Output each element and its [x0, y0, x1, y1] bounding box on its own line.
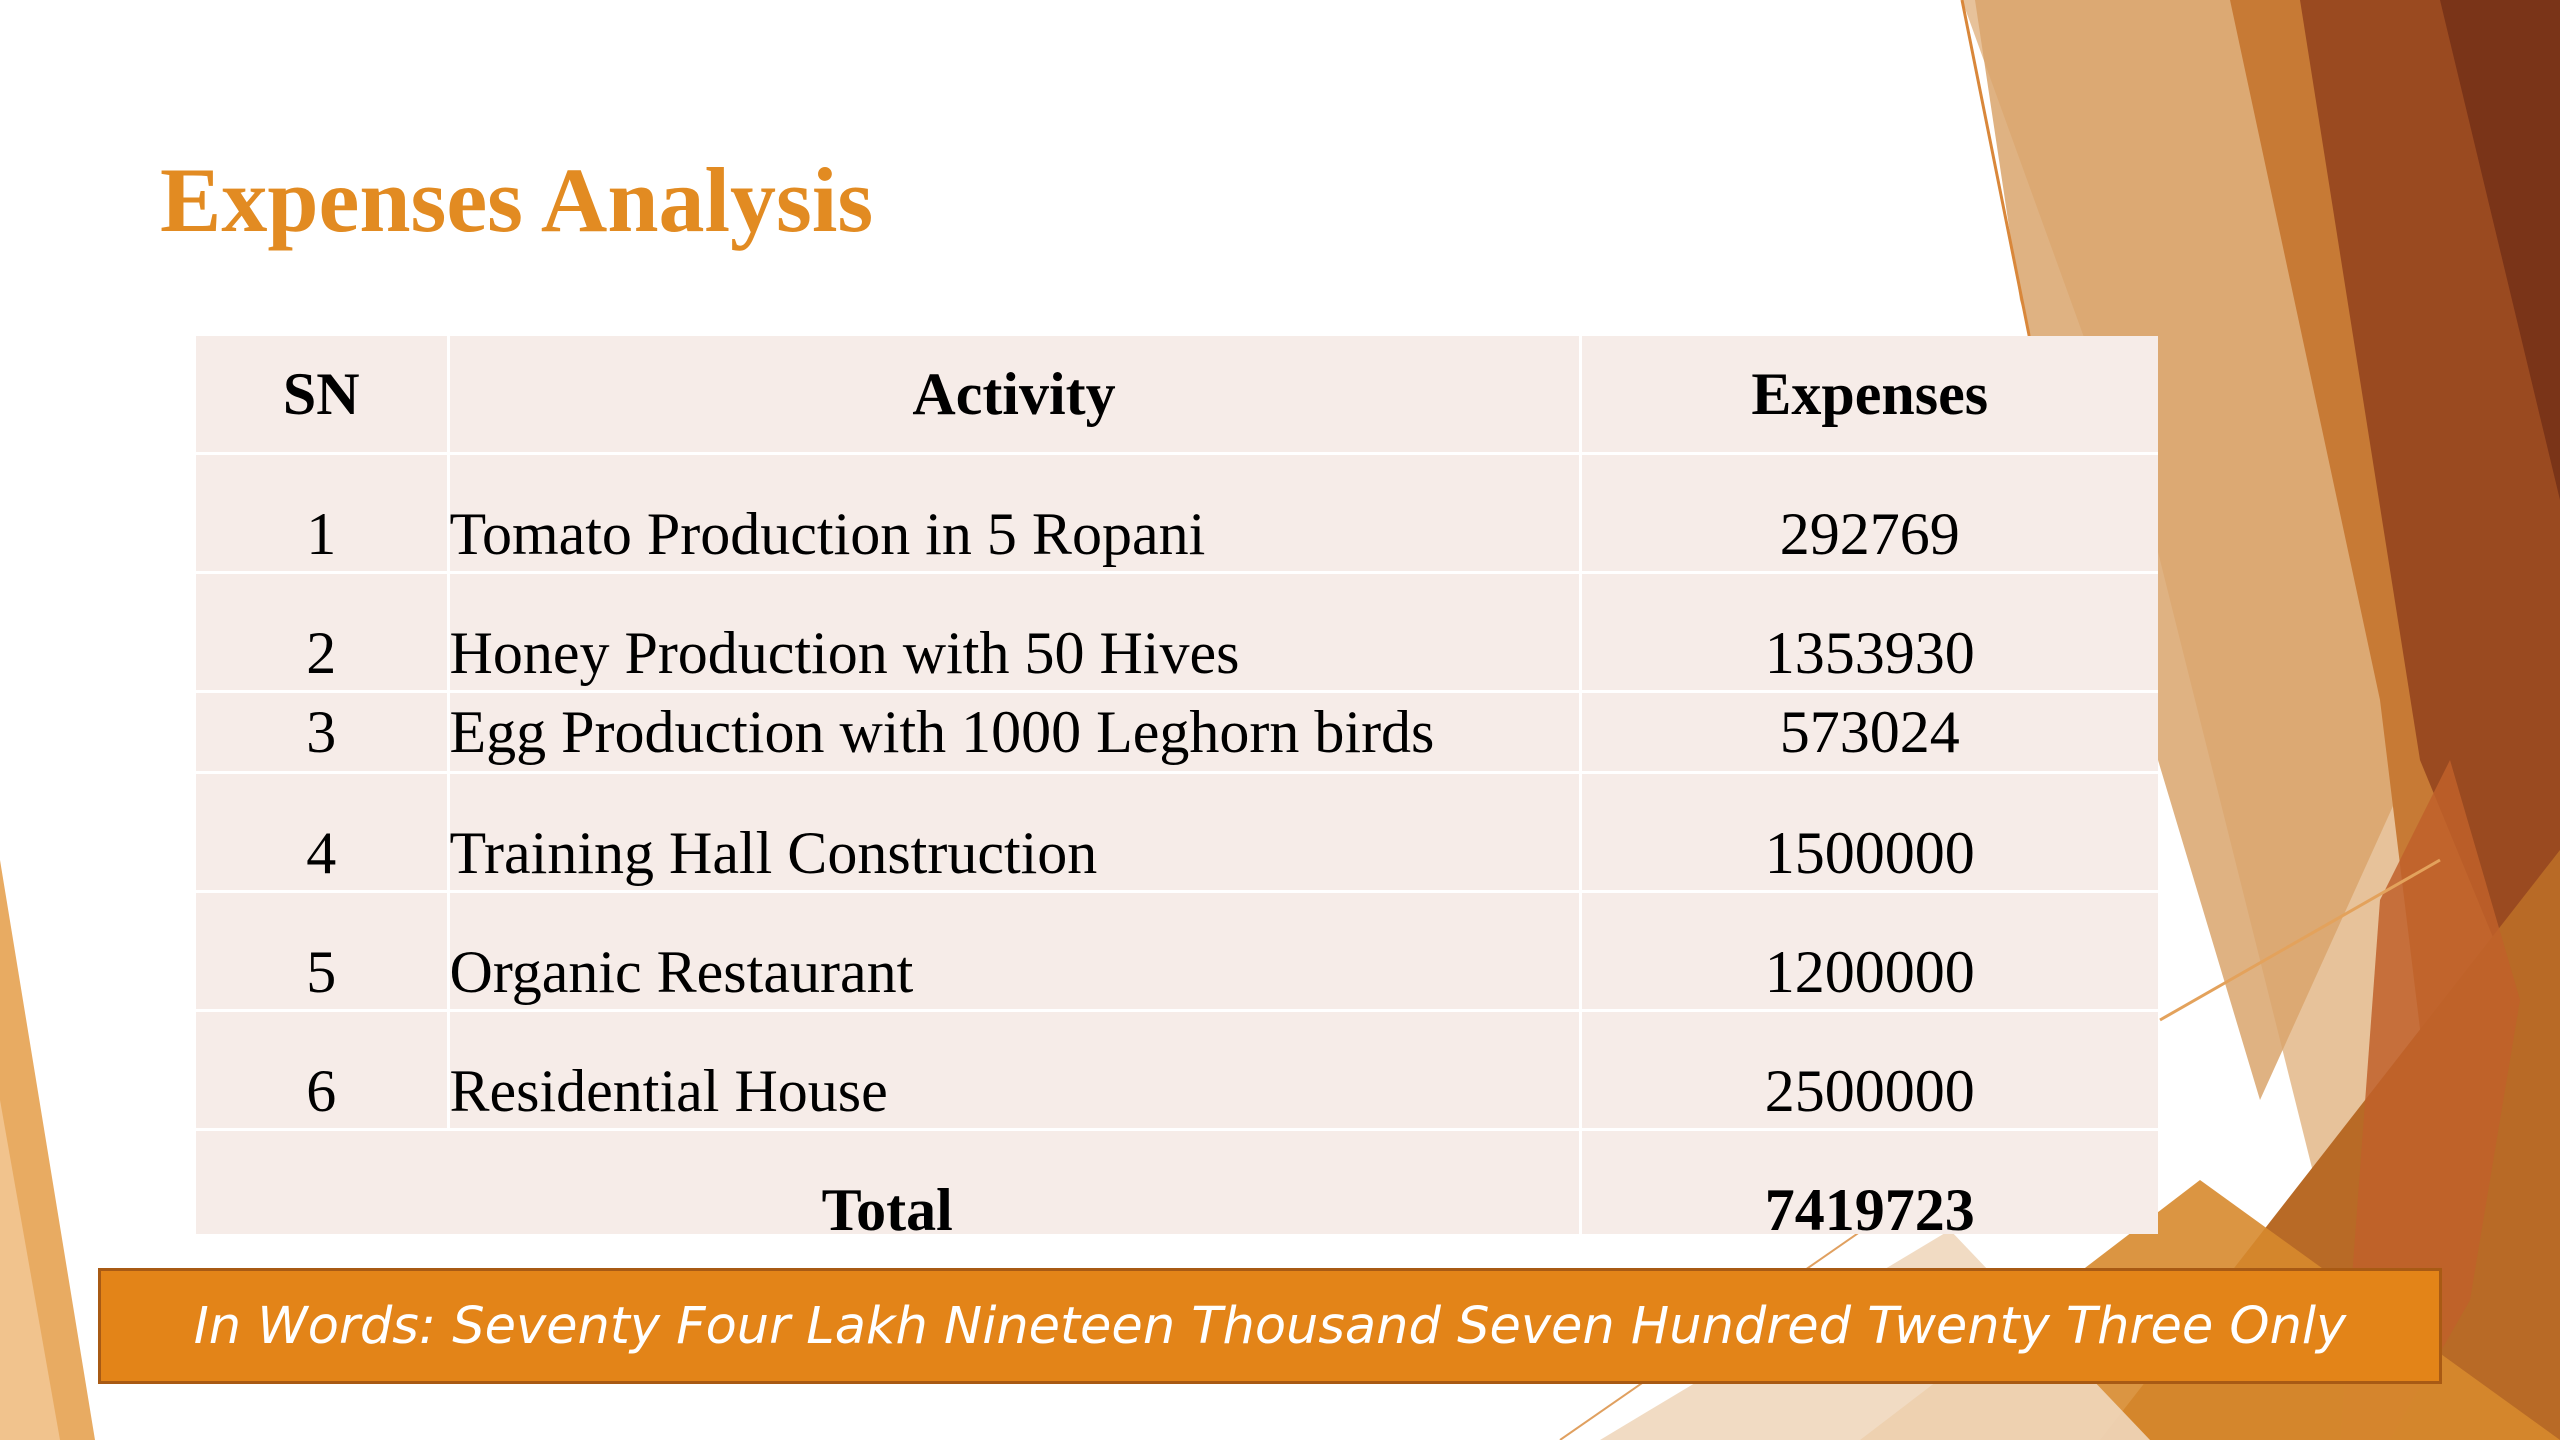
- cell-sn: 3: [196, 690, 450, 773]
- header-activity: Activity: [448, 336, 1582, 454]
- table-row: 4 Training Hall Construction 1500000: [196, 771, 2158, 892]
- cell-activity: Residential House: [448, 1009, 1582, 1130]
- cell-expenses: 1500000: [1580, 771, 2158, 892]
- cell-activity: Egg Production with 1000 Leghorn birds: [448, 690, 1582, 773]
- total-value: 7419723: [1580, 1128, 2158, 1245]
- table-row: 5 Organic Restaurant 1200000: [196, 890, 2158, 1011]
- cell-sn: 1: [196, 452, 450, 573]
- cell-expenses: 1200000: [1580, 890, 2158, 1011]
- table-header-row: SN Activity Expenses: [196, 336, 2158, 454]
- facet-line-1: [1960, 0, 2032, 341]
- cell-activity: Tomato Production in 5 Ropani: [448, 452, 1582, 573]
- amount-in-words-text: In Words: Seventy Four Lakh Nineteen Tho…: [193, 1296, 2347, 1356]
- table-row: 6 Residential House 2500000: [196, 1009, 2158, 1130]
- cell-expenses: 2500000: [1580, 1009, 2158, 1130]
- cell-activity: Honey Production with 50 Hives: [448, 571, 1582, 692]
- facet-light-2: [1975, 0, 2450, 1100]
- facet-left-2: [0, 1100, 60, 1440]
- cell-sn: 4: [196, 771, 450, 892]
- total-label: Total: [196, 1128, 1582, 1245]
- facet-line-3: [2159, 858, 2441, 1022]
- cell-activity: Organic Restaurant: [448, 890, 1582, 1011]
- table-row: 2 Honey Production with 50 Hives 1353930: [196, 571, 2158, 692]
- header-expenses: Expenses: [1751, 360, 1989, 427]
- table-row: 1 Tomato Production in 5 Ropani 292769: [196, 452, 2158, 573]
- cell-activity: Training Hall Construction: [448, 771, 1582, 892]
- facet-dark-1: [2300, 0, 2560, 1100]
- amount-in-words-banner: In Words: Seventy Four Lakh Nineteen Tho…: [98, 1268, 2442, 1384]
- expenses-table: SN Activity Expenses 1 Tomato Production…: [196, 336, 2158, 1245]
- cell-sn: 6: [196, 1009, 450, 1130]
- cell-expenses: 573024: [1580, 690, 2158, 773]
- cell-sn: 2: [196, 571, 450, 692]
- table-row: 3 Egg Production with 1000 Leghorn birds…: [196, 690, 2158, 773]
- table-total-row: Total 7419723: [196, 1128, 2158, 1245]
- cell-expenses: 292769: [1580, 452, 2158, 573]
- page-title: Expenses Analysis: [160, 149, 874, 251]
- cell-sn: 5: [196, 890, 450, 1011]
- header-sn: SN: [196, 336, 450, 454]
- expenses-table-container: SN Activity Expenses 1 Tomato Production…: [196, 336, 2158, 1245]
- cell-expenses: 1353930: [1580, 571, 2158, 692]
- facet-dark-2: [2440, 0, 2560, 500]
